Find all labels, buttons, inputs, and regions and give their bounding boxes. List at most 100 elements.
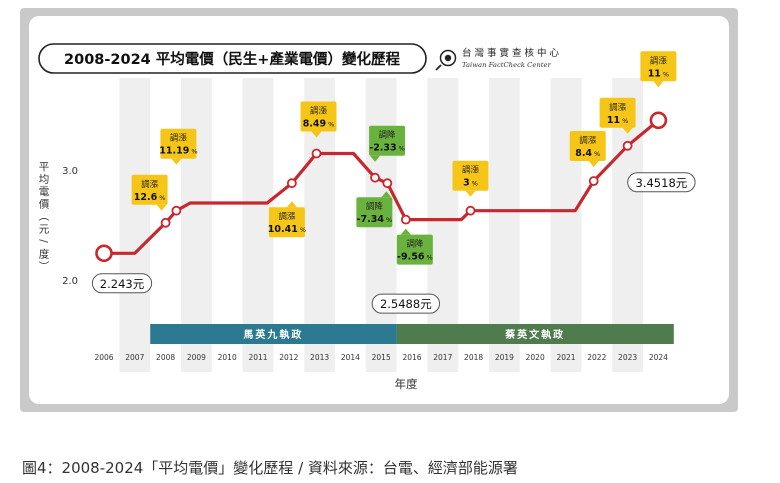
callout-box [396,234,433,265]
y-axis-label-char: 元 [39,224,50,236]
callout-tail [381,191,392,198]
price-increase-callout: 調漲 11.19% [159,128,198,165]
callout-tail [622,127,633,134]
x-tick-label: 2012 [279,353,298,362]
data-point [622,140,633,151]
data-point [95,244,113,263]
callout-box [569,131,606,161]
callout-tail [171,158,182,165]
callout-value: -2.33% [369,143,405,154]
callout-tail [588,161,599,167]
callout-box [131,174,168,205]
data-point [311,148,322,159]
logo-name-en: Taiwan FactCheck Center [462,61,552,69]
callout-tail [653,81,664,88]
callout-box [160,128,197,159]
price-decrease-callout: 調降 -9.56% [396,228,433,265]
value-label-box [627,172,696,193]
x-tick-label: 2008 [156,353,175,362]
x-tick-label: 2023 [618,353,637,362]
period-label: 蔡英文執政 [504,328,565,341]
price-increase-callout: 調漲 8.49% [300,101,337,138]
year-stripe [242,78,274,372]
data-point [400,214,411,225]
value-label-text: 2.243元 [100,277,145,291]
value-label-box [91,273,153,294]
x-axis-label: 年度 [395,377,418,391]
callout-value: 11.19% [159,146,197,157]
x-tick-label: 2007 [125,353,144,362]
y-axis-label-char: 價 [39,198,50,211]
value-label: 2.243元 [91,273,153,294]
x-tick-label: 2020 [526,353,545,362]
x-tick-label: 2009 [187,353,206,362]
price-increase-callout: 調漲 3% [452,160,489,197]
year-stripe [181,78,212,372]
callout-value: 10.41% [268,224,306,235]
chart-title: 2008-2024 平均電價（民生+產業電價）變化歷程 [38,43,427,74]
y-axis-label-char: ） [37,261,49,272]
callout-box [268,207,305,238]
callout-tail [156,204,167,211]
value-label-box [371,293,441,314]
callout-box [356,197,393,228]
callout-value: 11% [607,115,628,126]
x-tick-label: 2010 [218,353,237,362]
callout-label: 調漲 [650,55,668,66]
data-point [160,217,171,228]
callout-value: -7.34% [357,214,393,225]
y-axis-label-char: 度 [39,248,50,261]
callout-label: 調降 [366,201,384,212]
callout-tail [311,131,322,138]
y-tick-label: 3.0 [62,166,78,177]
callout-box [640,51,677,82]
value-label: 3.4518元 [627,172,696,193]
year-stripe [119,78,151,372]
y-axis-label-char: 均 [39,174,50,186]
y-axis-label-char: 平 [39,161,50,173]
callout-tail [400,228,411,235]
logo-name: 台灣事實查核中心 [462,47,562,59]
x-tick-label: 2006 [94,353,113,362]
price-decrease-callout: 調降 -2.33% [369,125,406,162]
callout-value: 8.49% [303,119,335,130]
x-tick-label: 2024 [649,353,668,362]
price-increase-callout: 調漲 8.4% [569,131,606,167]
callout-value: -9.56% [397,252,433,263]
callout-label: 調漲 [310,106,328,117]
price-increase-callout: 調漲 10.41% [268,201,306,238]
callout-label: 調漲 [609,102,627,113]
callout-box [369,125,406,156]
callout-label: 調漲 [170,133,188,144]
period-band [396,324,674,344]
data-point [171,205,182,216]
callout-value: 11% [648,68,669,79]
callout-tail [370,155,381,162]
price-increase-callout: 調漲 11% [599,97,636,134]
value-label-text: 2.5488元 [380,297,432,311]
chart-title-text: 2008-2024 平均電價（民生+產業電價）變化歷程 [64,50,400,68]
value-label: 2.5488元 [371,293,441,314]
value-label-text: 3.4518元 [636,176,688,190]
x-tick-label: 2019 [495,353,514,362]
x-tick-label: 2011 [248,353,267,362]
y-axis-label-char: / [37,239,49,243]
y-axis-label-char: 電 [39,186,50,198]
period-band [150,324,397,344]
callout-label: 調漲 [278,211,296,222]
x-tick-label: 2015 [372,353,391,362]
callout-label: 調漲 [579,135,597,146]
data-point [382,178,393,189]
callout-label: 調漲 [462,165,480,176]
y-axis-label-char: （ [37,211,49,222]
x-tick-label: 2017 [433,353,452,362]
x-tick-label: 2022 [587,353,606,362]
y-tick-label: 2.0 [62,276,78,287]
callout-box [300,101,337,132]
x-tick-label: 2018 [464,353,483,362]
callout-tail [286,201,297,208]
data-point [286,178,297,189]
callout-box [599,97,636,128]
x-tick-label: 2014 [341,353,360,362]
